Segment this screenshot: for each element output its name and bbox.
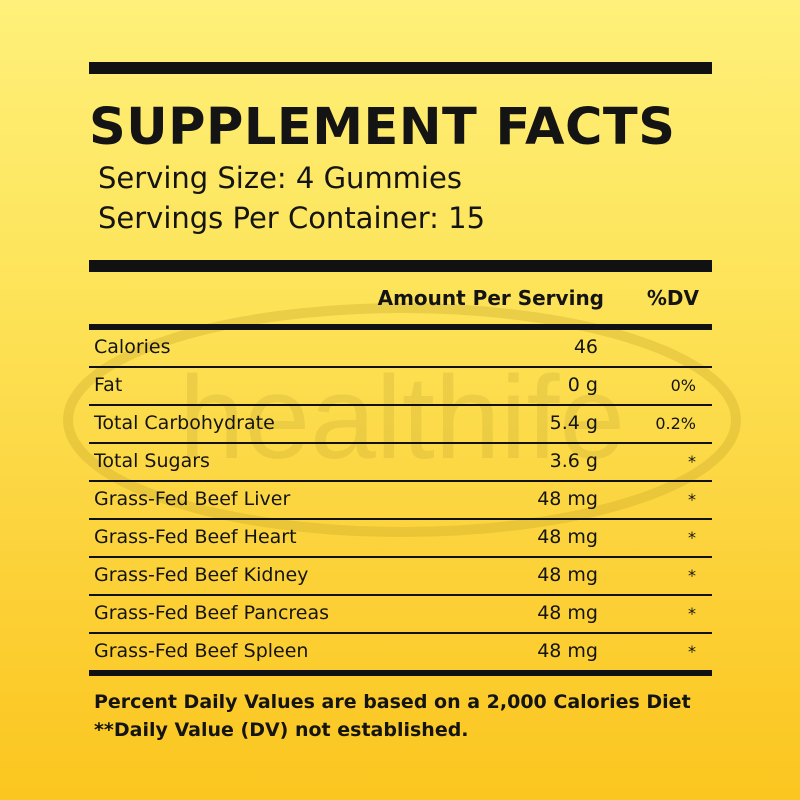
table-row: Grass-Fed Beef Liver 48 mg *: [89, 482, 712, 520]
nutrient-name: Grass-Fed Beef Spleen: [94, 640, 309, 662]
header-thick-divider: [89, 260, 712, 272]
nutrient-amount: 48 mg: [537, 488, 598, 510]
nutrient-amount: 48 mg: [537, 602, 598, 624]
panel-title: SUPPLEMENT FACTS: [89, 98, 676, 157]
nutrient-dv: *: [688, 642, 696, 661]
serving-size: Serving Size: 4 Gummies: [98, 161, 462, 195]
nutrient-dv: *: [688, 604, 696, 623]
nutrient-amount: 3.6 g: [549, 450, 598, 472]
table-row: Grass-Fed Beef Pancreas 48 mg *: [89, 596, 712, 634]
nutrient-name: Fat: [94, 374, 123, 396]
nutrient-amount: 46: [573, 336, 598, 358]
nutrient-amount: 48 mg: [537, 564, 598, 586]
nutrient-dv: *: [688, 452, 696, 471]
nutrient-name: Calories: [94, 336, 171, 358]
nutrient-name: Grass-Fed Beef Liver: [94, 488, 291, 510]
column-header-divider: [89, 324, 712, 330]
nutrient-dv: *: [688, 490, 696, 509]
amount-column-header: Amount Per Serving: [377, 286, 604, 310]
table-row: Grass-Fed Beef Heart 48 mg *: [89, 520, 712, 558]
footnotes: Percent Daily Values are based on a 2,00…: [89, 688, 712, 744]
footnote-daily-values: Percent Daily Values are based on a 2,00…: [94, 691, 691, 713]
nutrient-name: Grass-Fed Beef Pancreas: [94, 602, 330, 624]
supplement-facts-panel: SUPPLEMENT FACTS Serving Size: 4 Gummies…: [89, 62, 712, 744]
dv-column-header: %DV: [646, 286, 699, 310]
nutrient-name: Grass-Fed Beef Kidney: [94, 564, 309, 586]
table-row: Fat 0 g 0%: [89, 368, 712, 406]
nutrient-dv: 0.2%: [655, 414, 696, 433]
nutrient-name: Grass-Fed Beef Heart: [94, 526, 297, 548]
servings-per-container: Servings Per Container: 15: [98, 201, 486, 235]
nutrient-dv: *: [688, 566, 696, 585]
nutrient-amount: 48 mg: [537, 526, 598, 548]
top-thick-divider: [89, 62, 712, 74]
table-row: Total Sugars 3.6 g *: [89, 444, 712, 482]
table-row: Total Carbohydrate 5.4 g 0.2%: [89, 406, 712, 444]
table-row: Grass-Fed Beef Spleen 48 mg *: [89, 634, 712, 670]
nutrient-amount: 48 mg: [537, 640, 598, 662]
table-row: Grass-Fed Beef Kidney 48 mg *: [89, 558, 712, 596]
table-row: Calories 46: [89, 330, 712, 368]
column-header-row: Amount Per Serving %DV: [89, 272, 712, 324]
nutrient-amount: 0 g: [567, 374, 598, 396]
nutrient-name: Total Sugars: [94, 450, 210, 472]
nutrient-table: Calories 46 Fat 0 g 0% Total Carbohydrat…: [89, 330, 712, 670]
nutrient-dv: 0%: [670, 376, 696, 395]
footnote-dv-not-established: **Daily Value (DV) not established.: [94, 719, 469, 741]
nutrient-dv: *: [688, 528, 696, 547]
nutrient-amount: 5.4 g: [549, 412, 598, 434]
bottom-divider: [89, 670, 712, 676]
nutrient-name: Total Carbohydrate: [94, 412, 275, 434]
